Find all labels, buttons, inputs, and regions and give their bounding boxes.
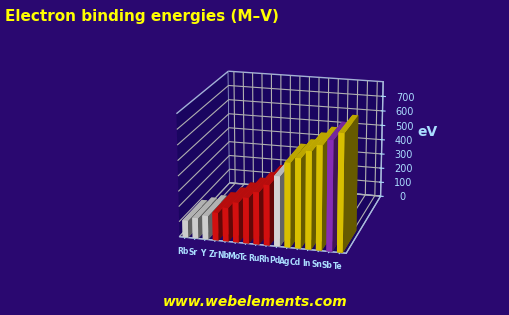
Text: www.webelements.com: www.webelements.com (162, 295, 347, 309)
Text: Electron binding energies (M–V): Electron binding energies (M–V) (5, 9, 278, 25)
